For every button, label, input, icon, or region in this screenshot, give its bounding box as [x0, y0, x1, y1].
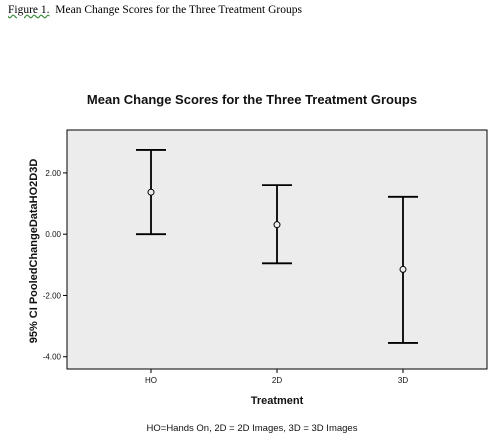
y-tick-label: 2.00 [45, 169, 61, 178]
y-tick-label: -2.00 [43, 291, 62, 300]
chart-footnote: HO=Hands On, 2D = 2D Images, 3D = 3D Ima… [147, 423, 358, 434]
error-bar-3d [388, 195, 418, 344]
mean-marker [273, 221, 281, 229]
x-tick-label: 2D [272, 376, 282, 385]
error-bars [136, 149, 418, 344]
chart-title: Mean Change Scores for the Three Treatme… [87, 92, 417, 107]
figure-caption: Figure 1. Mean Change Scores for the Thr… [8, 4, 302, 16]
x-axis-ticks: HO 2D 3D [145, 369, 408, 385]
y-axis-ticks: -4.00 -2.00 0.00 2.00 [43, 169, 67, 362]
x-axis-title: Treatment [251, 395, 304, 407]
x-tick-label: 3D [398, 376, 408, 385]
mean-marker [399, 265, 407, 273]
y-tick-label: 0.00 [45, 230, 61, 239]
error-bar-ho [136, 149, 166, 236]
figure-caption-text: Mean Change Scores for the Three Treatme… [55, 4, 302, 16]
y-tick-label: -4.00 [43, 353, 62, 362]
mean-marker [147, 188, 155, 196]
figure-label: Figure 1. [8, 4, 50, 16]
y-axis-title: 95% CI PooledChangeDataHO2D3D [28, 159, 40, 344]
error-bar-2d [262, 184, 292, 265]
x-tick-label: HO [145, 376, 157, 385]
